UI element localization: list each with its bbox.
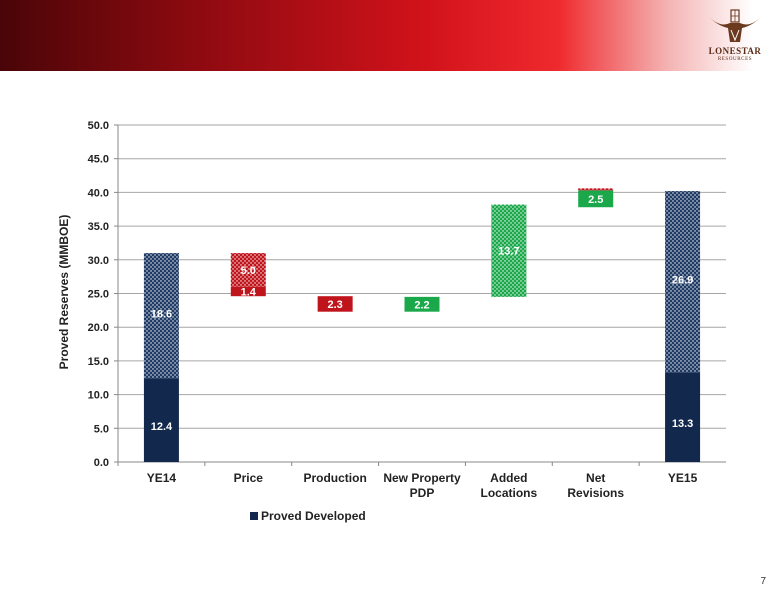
y-tick-label: 35.0 [88,221,109,233]
data-label: 2.5 [588,194,603,206]
y-tick-label: 45.0 [88,154,109,166]
data-label: 5.0 [241,265,256,277]
data-label: 1.4 [241,286,257,298]
data-label: 2.3 [327,299,342,311]
bar-segment [665,372,701,462]
logo-wordmark: LONESTAR [708,46,762,56]
data-label: 26.9 [672,275,693,287]
x-tick-label: Net Revisions [567,471,624,500]
x-tick-label: New Property PDP [383,471,461,500]
data-label: 13.7 [498,246,519,258]
x-tick-label: Price [234,471,264,485]
y-tick-label: 15.0 [88,356,109,368]
bar-segment [317,296,353,312]
data-label: 12.4 [151,421,173,433]
page-number: 7 [760,576,766,587]
data-label: 2.2 [414,299,429,311]
data-label: 13.3 [672,418,693,430]
bar-segment [143,378,179,462]
bar-segment [143,253,179,379]
y-axis-label: Proved Reserves (MMBOE) [57,215,71,370]
y-tick-label: 10.0 [88,390,109,402]
logo-subtitle: RESOURCES [717,57,753,62]
y-tick-label: 25.0 [88,289,109,301]
bar-segment [230,253,266,287]
x-tick-label: YE14 [147,471,177,485]
legend-label-proved-developed: Proved Developed [261,509,366,523]
longhorn-logo-icon [708,9,762,42]
bar-segment [230,286,266,297]
y-tick-label: 20.0 [88,322,109,334]
bar-segment [665,191,701,373]
y-tick-label: 0.0 [94,457,109,469]
bar-segment [578,190,614,208]
data-label: 18.6 [151,309,172,321]
bar-segment [491,204,527,297]
bar-segment [404,296,440,312]
y-tick-label: 5.0 [94,423,109,435]
chart-legend: Proved Developed [250,509,366,523]
legend-swatch-proved-developed [250,512,258,520]
y-tick-label: 40.0 [88,187,109,199]
x-tick-label: Added Locations [481,471,538,500]
y-tick-label: 30.0 [88,255,109,267]
header-band [0,0,776,71]
x-tick-label: Production [303,471,366,485]
y-tick-label: 50.0 [88,120,109,132]
bar-segment [578,188,614,191]
x-tick-label: YE15 [668,471,698,485]
company-logo: LONESTAR RESOURCES [700,6,770,68]
